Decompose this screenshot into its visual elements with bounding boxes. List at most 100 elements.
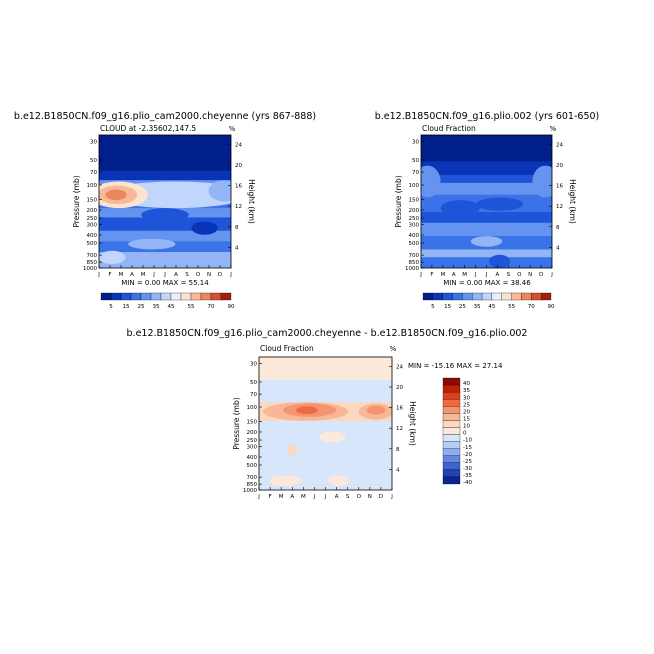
contour-region (366, 405, 386, 415)
y-tick-label: 150 (409, 198, 420, 204)
colorbar-swatch (442, 434, 461, 442)
x-tick-label: M (440, 272, 445, 278)
colorbar-swatch (180, 292, 192, 301)
y-tick-label: 100 (409, 183, 420, 189)
y-tick-label: 1000 (243, 488, 257, 494)
x-tick-label: M (462, 272, 467, 278)
colorbar-swatch (110, 292, 122, 301)
y-tick-label: 400 (409, 233, 420, 239)
x-tick-label: J (97, 272, 100, 278)
x-tick-label: J (257, 494, 260, 500)
colorbar-label: 55 (508, 304, 515, 310)
colorbar-label: 20 (463, 409, 470, 415)
y-tick-label: 150 (87, 198, 98, 204)
y-tick-label: 50 (90, 158, 97, 164)
y-axis-label: Pressure (mb) (72, 175, 81, 227)
y-tick-label: 400 (247, 455, 258, 461)
chart-panel-2: b.e12.B1850CN.f09_g16.plio.002 (yrs 601-… (375, 111, 600, 310)
colorbar-swatch (501, 292, 512, 301)
y-right-tick-label: 8 (235, 225, 239, 231)
unit-label: % (390, 345, 397, 353)
contour-region (269, 475, 302, 487)
colorbar-swatch (160, 292, 172, 301)
contour-band (259, 357, 392, 380)
y-tick-label: 200 (247, 430, 258, 436)
colorbar-label: 30 (463, 395, 470, 401)
colorbar-swatch (200, 292, 212, 301)
y-axis-label: Pressure (mb) (394, 175, 403, 227)
chart-subtitle: CLOUD at -2.35602,147.5 (100, 124, 196, 133)
y-tick-label: 300 (87, 223, 98, 229)
colorbar-swatch (442, 391, 461, 400)
colorbar-swatch (462, 292, 473, 301)
contour-region (440, 200, 480, 217)
chart-title: b.e12.B1850CN.f09_g16.plio_cam2000.cheye… (14, 111, 316, 122)
x-tick-label: F (108, 272, 111, 278)
x-tick-label: A (174, 272, 178, 278)
colorbar-label: 45 (488, 304, 495, 310)
y-tick-label: 30 (412, 140, 419, 146)
x-tick-label: M (301, 494, 306, 500)
y-tick-label: 70 (250, 392, 257, 398)
colorbar-swatch (442, 469, 461, 478)
y-tick-label: 70 (90, 170, 97, 176)
colorbar-label: 90 (228, 304, 235, 310)
colorbar-swatch (442, 420, 461, 428)
contour-band (421, 257, 552, 268)
x-tick-label: J (390, 494, 393, 500)
colorbar-swatch (442, 427, 461, 435)
colorbar-label: 5 (109, 304, 113, 310)
colorbar-label: 25 (459, 304, 466, 310)
colorbar-label: 10 (463, 424, 470, 430)
colorbar-label: 70 (208, 304, 215, 310)
y-right-axis-label: Height (km) (408, 401, 417, 446)
y-right-tick-label: 4 (556, 245, 560, 251)
colorbar-label: 5 (431, 304, 435, 310)
y-right-tick-label: 24 (556, 142, 563, 148)
y-right-tick-label: 16 (235, 184, 242, 190)
colorbar-label: -30 (463, 466, 472, 472)
y-tick-label: 70 (412, 170, 419, 176)
y-right-tick-label: 20 (235, 163, 242, 169)
min-max-stats: MIN = 0.00 MAX = 38.46 (443, 279, 531, 287)
x-tick-label: J (550, 272, 553, 278)
colorbar-label: 35 (463, 388, 470, 394)
x-tick-label: J (485, 272, 488, 278)
colorbar-label: 25 (138, 304, 145, 310)
y-tick-label: 50 (412, 158, 419, 164)
y-right-tick-label: 20 (396, 385, 403, 391)
y-right-tick-label: 8 (556, 225, 560, 231)
colorbar-swatch (511, 292, 522, 301)
x-tick-label: A (335, 494, 339, 500)
contour-band (99, 252, 231, 268)
colorbar-label: 40 (463, 381, 470, 387)
colorbar-swatch (190, 292, 202, 301)
x-tick-label: N (528, 272, 532, 278)
colorbar-swatch (130, 292, 142, 301)
colorbar-swatch (442, 377, 461, 386)
y-tick-label: 700 (87, 253, 98, 259)
colorbar-swatch (100, 292, 112, 301)
contour-band (421, 182, 552, 195)
y-tick-label: 500 (409, 241, 420, 247)
min-max-stats: MIN = 0.00 MAX = 55.14 (121, 279, 209, 287)
colorbar-swatch (170, 292, 182, 301)
colorbar-label: 55 (188, 304, 195, 310)
x-tick-label: S (185, 272, 189, 278)
contour-band (99, 230, 231, 242)
chart-subtitle: Cloud Fraction (260, 344, 314, 353)
y-tick-label: 250 (247, 438, 258, 444)
colorbar-label: 90 (548, 304, 555, 310)
y-tick-label: 250 (87, 216, 98, 222)
contour-region (191, 221, 218, 235)
contour-band (421, 212, 552, 223)
y-right-tick-label: 12 (235, 204, 242, 210)
unit-label: % (229, 125, 236, 133)
colorbar-label: -10 (463, 438, 472, 444)
y-tick-label: 500 (87, 241, 98, 247)
colorbar-swatch (442, 476, 461, 485)
y-tick-label: 850 (87, 260, 98, 266)
colorbar-swatch (442, 455, 461, 463)
contour-region (318, 431, 346, 443)
colorbar-swatch (521, 292, 532, 301)
